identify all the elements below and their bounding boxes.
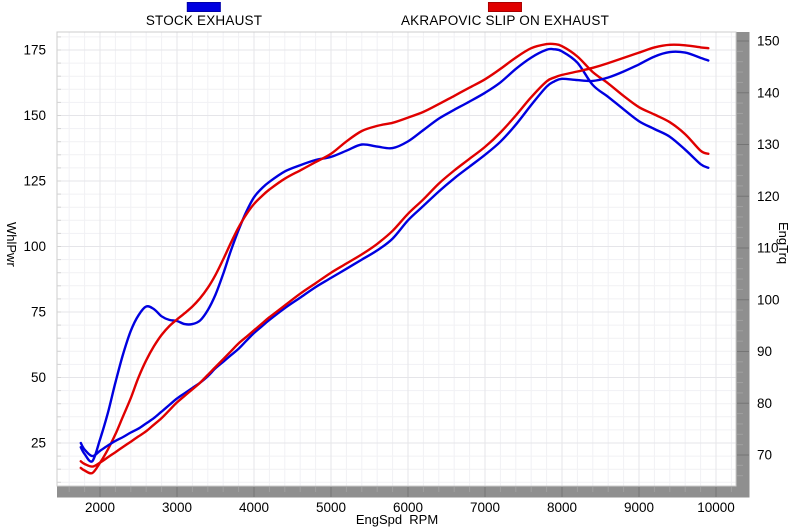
legend-item-stock[interactable]: STOCK EXHAUST [146,0,262,28]
left-tick-label: 125 [23,174,46,189]
left-tick-label: 150 [23,108,46,123]
left-tick-label: 100 [23,239,46,254]
right-tick-label: 150 [757,34,780,49]
left-tick-label: 25 [31,436,46,451]
right-tick-label: 140 [757,85,780,100]
x-tick-label: 9000 [624,500,654,515]
curve-akrapovic-whlpwr [79,43,710,468]
x-tick-label: 2000 [85,500,115,515]
right-axis-title: EngTrq [776,222,791,265]
x-axis-title: EngSpd RPM [355,512,439,527]
curve-stock-engtrq [79,47,710,463]
x-tick-label: 4000 [239,500,269,515]
x-tick-label: 8000 [547,500,577,515]
right-tick-label: 110 [757,241,779,256]
left-tick-label: 175 [23,43,46,58]
right-tick-label: 70 [757,448,772,463]
right-tick-label: 100 [757,292,780,307]
right-tick-label: 90 [757,344,772,359]
legend-swatch-stock [187,2,221,12]
legend-label-akrapovic: AKRAPOVIC SLIP ON EXHAUST [400,13,610,28]
x-tick-label: 5000 [316,500,346,515]
right-tick-label: 130 [757,137,780,152]
legend-item-akrapovic[interactable]: AKRAPOVIC SLIP ON EXHAUST [401,0,609,28]
x-tick-label: 7000 [470,500,500,515]
left-axis-title: WhlPwr [4,222,19,267]
x-tick-label: 6000 [393,500,423,515]
x-tick-label: 3000 [162,500,192,515]
curve-akrapovic-engtrq [79,42,710,475]
left-tick-label: 50 [31,370,46,385]
right-tick-label: 120 [757,189,780,204]
x-tick-label: 10000 [697,500,735,515]
curve-stock-whlpwr [79,50,710,458]
right-tick-label: 80 [757,396,772,411]
left-tick-label: 75 [31,305,46,320]
legend-label-stock: STOCK EXHAUST [145,13,263,28]
legend-swatch-akrapovic [488,2,522,12]
